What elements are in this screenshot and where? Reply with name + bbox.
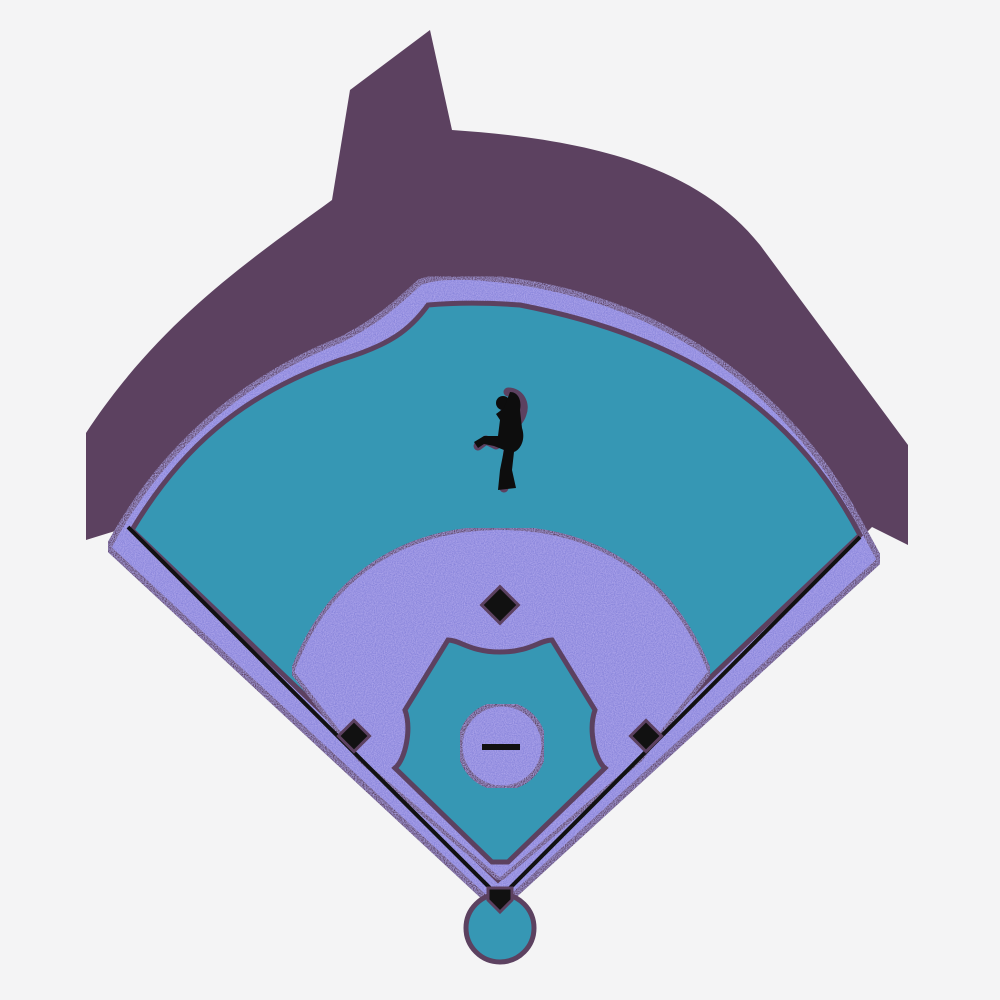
second-base — [479, 584, 521, 626]
pitcher-silhouette-icon — [473, 387, 528, 493]
first-base — [628, 718, 664, 754]
left-foul-line — [126, 525, 502, 900]
pitching-rubber — [482, 744, 520, 750]
home-plate — [486, 886, 514, 915]
right-foul-line — [498, 535, 862, 900]
third-base — [336, 718, 372, 754]
